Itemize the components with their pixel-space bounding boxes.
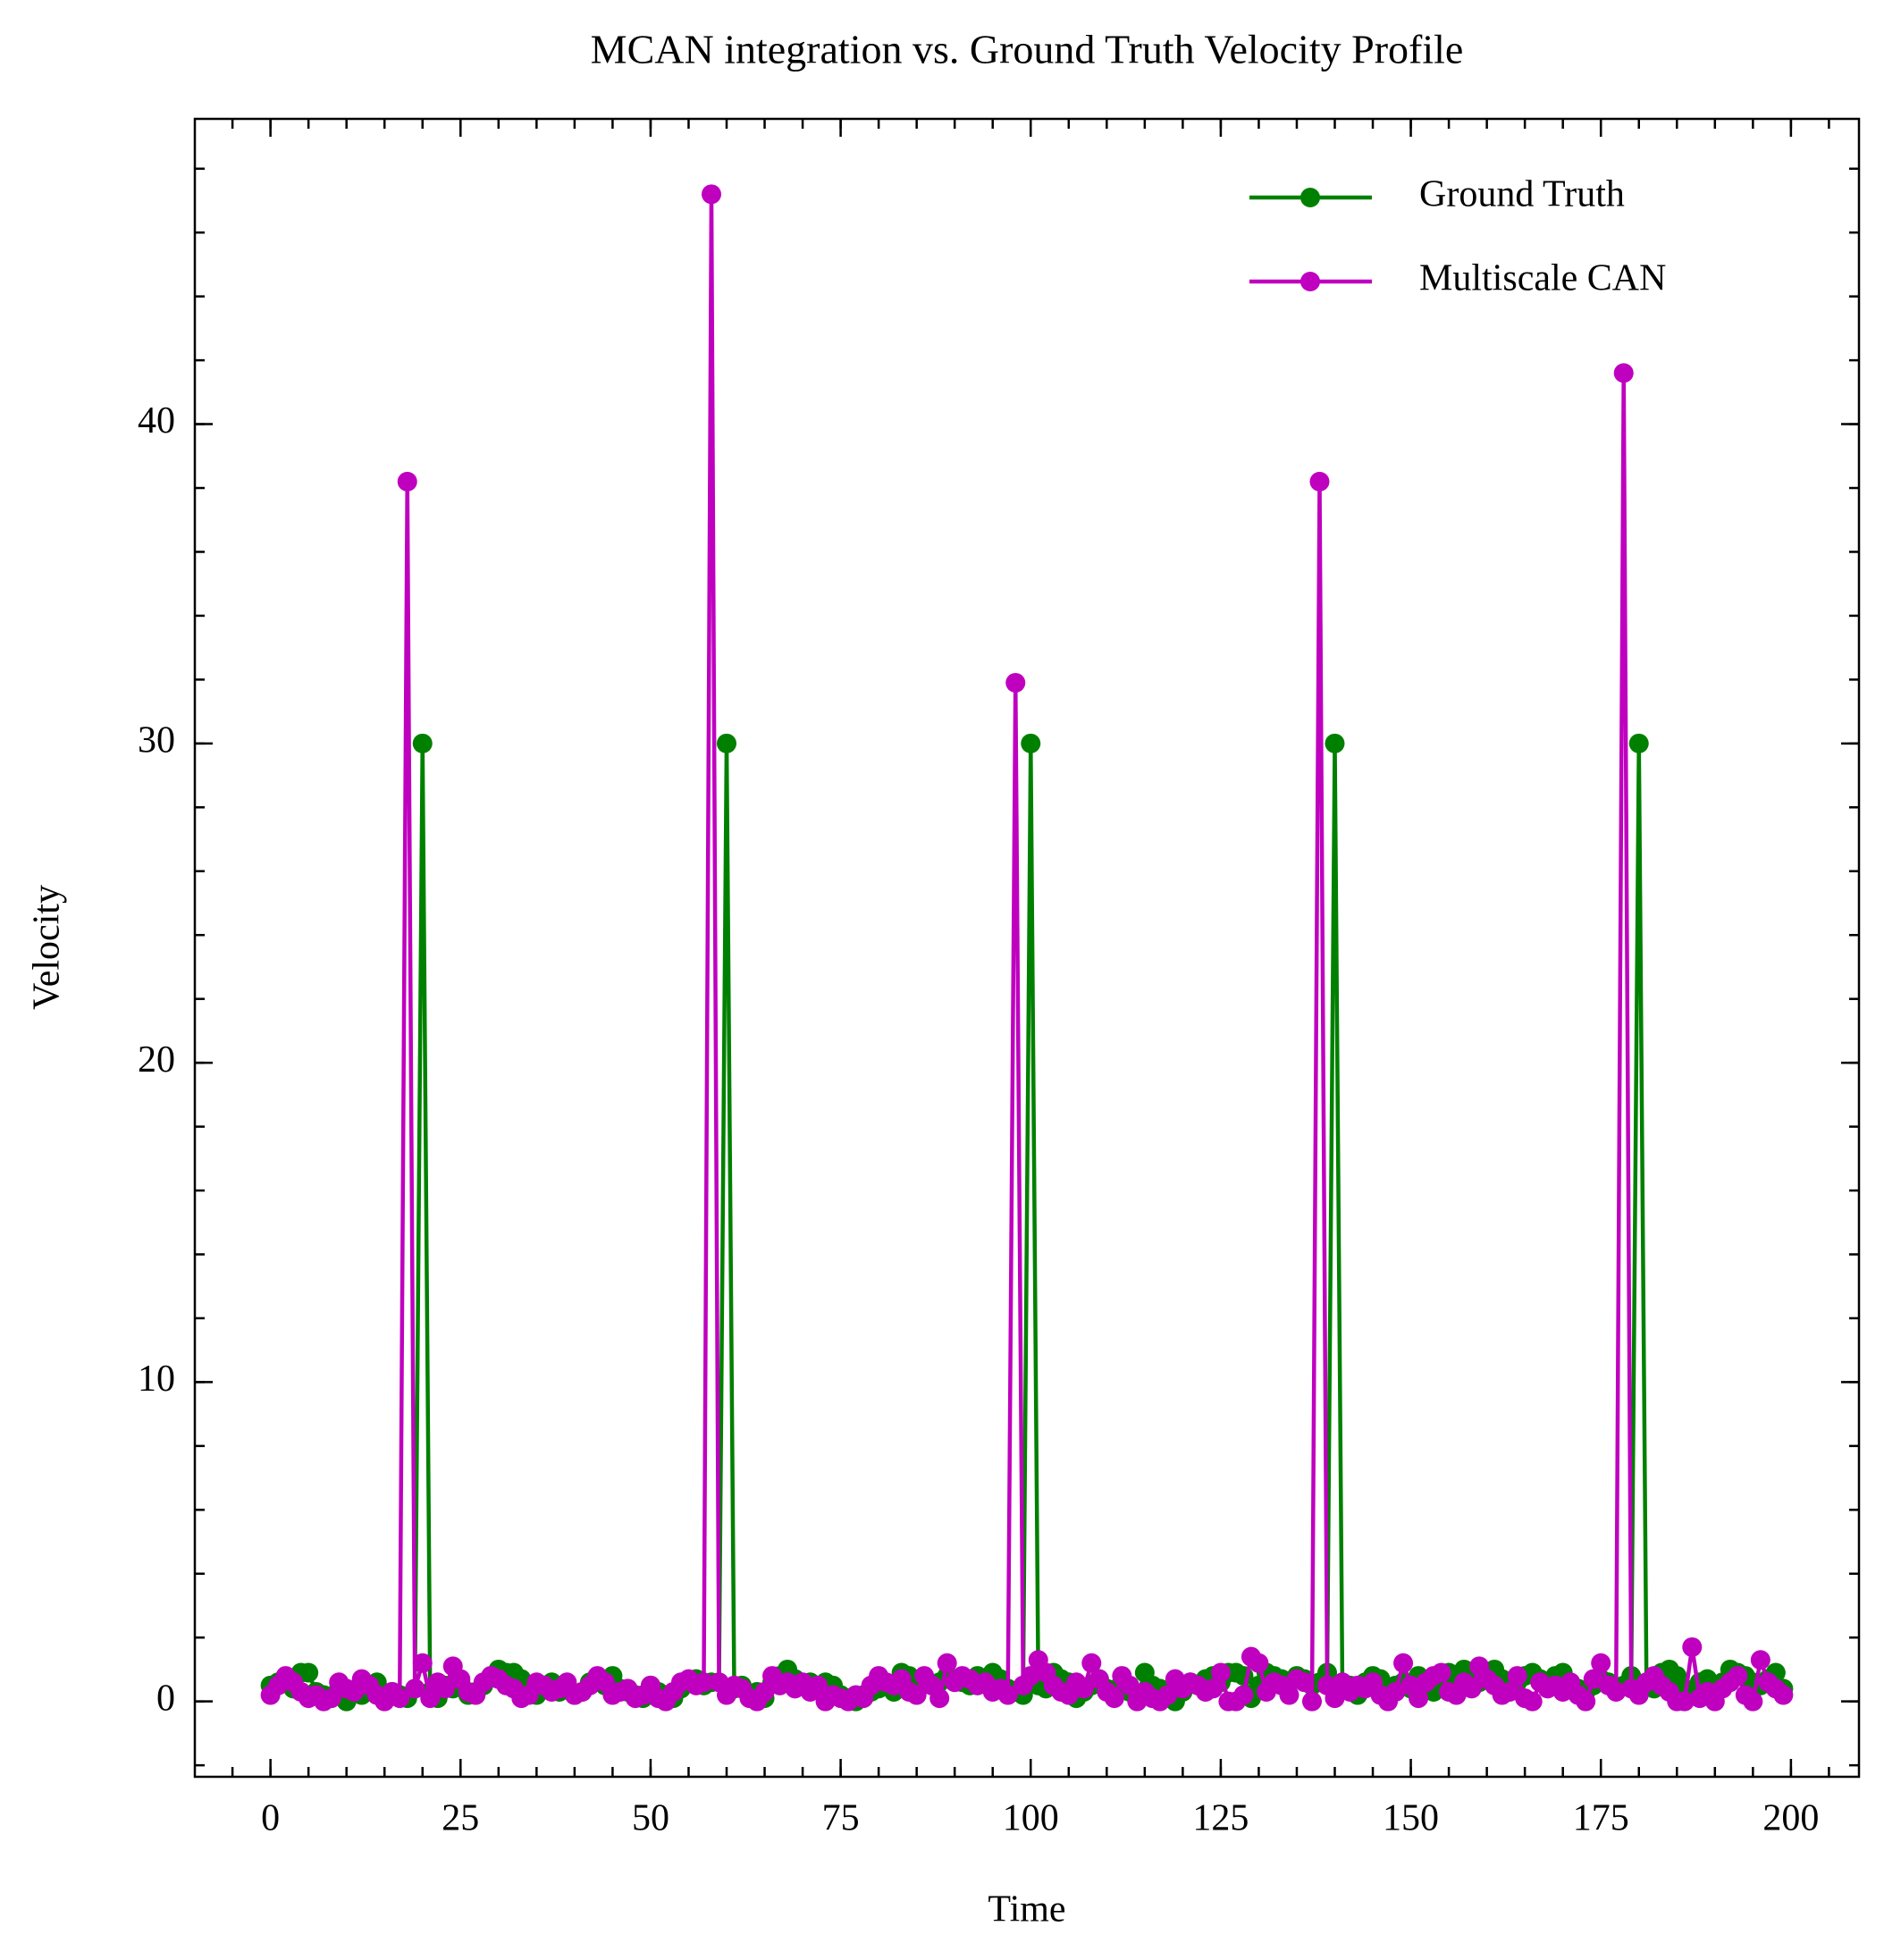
legend-label: Multiscale CAN [1419, 258, 1666, 299]
data-point [390, 1688, 410, 1709]
data-point [754, 1681, 775, 1702]
data-point [717, 733, 737, 753]
data-point [1073, 1678, 1094, 1699]
data-point [1157, 1685, 1178, 1705]
x-axis-label: Time [988, 1889, 1065, 1931]
x-tick-label: 50 [632, 1798, 669, 1839]
data-point [1249, 1653, 1269, 1673]
y-tick-label: 30 [138, 719, 175, 761]
data-point [1104, 1688, 1124, 1709]
x-tick-label: 100 [1003, 1798, 1059, 1839]
x-tick-label: 75 [822, 1798, 860, 1839]
data-point [1081, 1653, 1102, 1673]
data-point [701, 184, 721, 205]
y-tick-label: 20 [138, 1039, 175, 1081]
x-tick-label: 125 [1192, 1798, 1249, 1839]
data-point [906, 1685, 927, 1705]
data-point [1409, 1688, 1429, 1709]
data-point [412, 1653, 433, 1673]
data-point [997, 1685, 1018, 1705]
y-axis-label: Velocity [27, 885, 68, 1010]
data-point [397, 471, 417, 492]
data-point [937, 1653, 957, 1673]
y-tick-label: 40 [138, 400, 175, 442]
data-point [1279, 1685, 1299, 1705]
data-point [1750, 1650, 1770, 1670]
y-tick-label: 10 [138, 1359, 175, 1400]
data-point [1522, 1691, 1543, 1712]
chart-title: MCAN integration vs. Ground Truth Veloci… [591, 27, 1464, 72]
legend-marker [1300, 188, 1320, 207]
data-point [1773, 1685, 1794, 1705]
data-point [1674, 1691, 1695, 1712]
data-point [1294, 1672, 1315, 1693]
data-point [1628, 733, 1649, 753]
data-point [1591, 1653, 1611, 1673]
data-point [1325, 1688, 1345, 1709]
data-point [1210, 1662, 1231, 1683]
x-tick-label: 200 [1762, 1798, 1819, 1839]
data-point [1728, 1666, 1748, 1687]
data-point [321, 1688, 341, 1709]
data-point [412, 733, 433, 753]
data-point [1461, 1678, 1482, 1699]
x-tick-label: 150 [1383, 1798, 1439, 1839]
y-tick-label: 0 [156, 1678, 175, 1719]
data-point [1500, 1681, 1520, 1702]
data-point [405, 1678, 425, 1699]
series [260, 184, 1794, 1712]
data-point [1021, 1666, 1041, 1687]
data-point [1021, 733, 1041, 753]
legend: Ground Truth Multiscale CAN [1249, 174, 1666, 299]
axes-frame [193, 117, 1861, 1779]
data-point [1682, 1636, 1703, 1657]
data-point [299, 1662, 319, 1683]
data-point [1431, 1662, 1451, 1683]
x-tick-label: 175 [1573, 1798, 1629, 1839]
data-point [435, 1678, 456, 1699]
data-point [808, 1675, 828, 1695]
legend-label: Ground Truth [1419, 174, 1625, 215]
data-point [1507, 1666, 1527, 1687]
data-point [1743, 1691, 1763, 1712]
plot-area [260, 184, 1794, 1712]
data-point [420, 1688, 441, 1709]
data-point [694, 1672, 714, 1693]
data-point [1203, 1678, 1224, 1699]
legend-marker [1300, 272, 1320, 291]
data-point [1309, 471, 1330, 492]
data-point [1005, 672, 1026, 693]
x-tick-label: 0 [261, 1798, 280, 1839]
data-point [1233, 1685, 1254, 1705]
data-point [1385, 1681, 1406, 1702]
data-point [1606, 1681, 1627, 1702]
data-point [1613, 363, 1634, 383]
data-point [1301, 1691, 1322, 1712]
x-tick-label: 25 [442, 1798, 479, 1839]
data-point [1325, 733, 1345, 753]
data-point [1393, 1653, 1414, 1673]
data-point [1119, 1675, 1140, 1695]
data-point [929, 1688, 950, 1709]
data-point [1583, 1669, 1603, 1689]
data-point [1576, 1691, 1596, 1712]
